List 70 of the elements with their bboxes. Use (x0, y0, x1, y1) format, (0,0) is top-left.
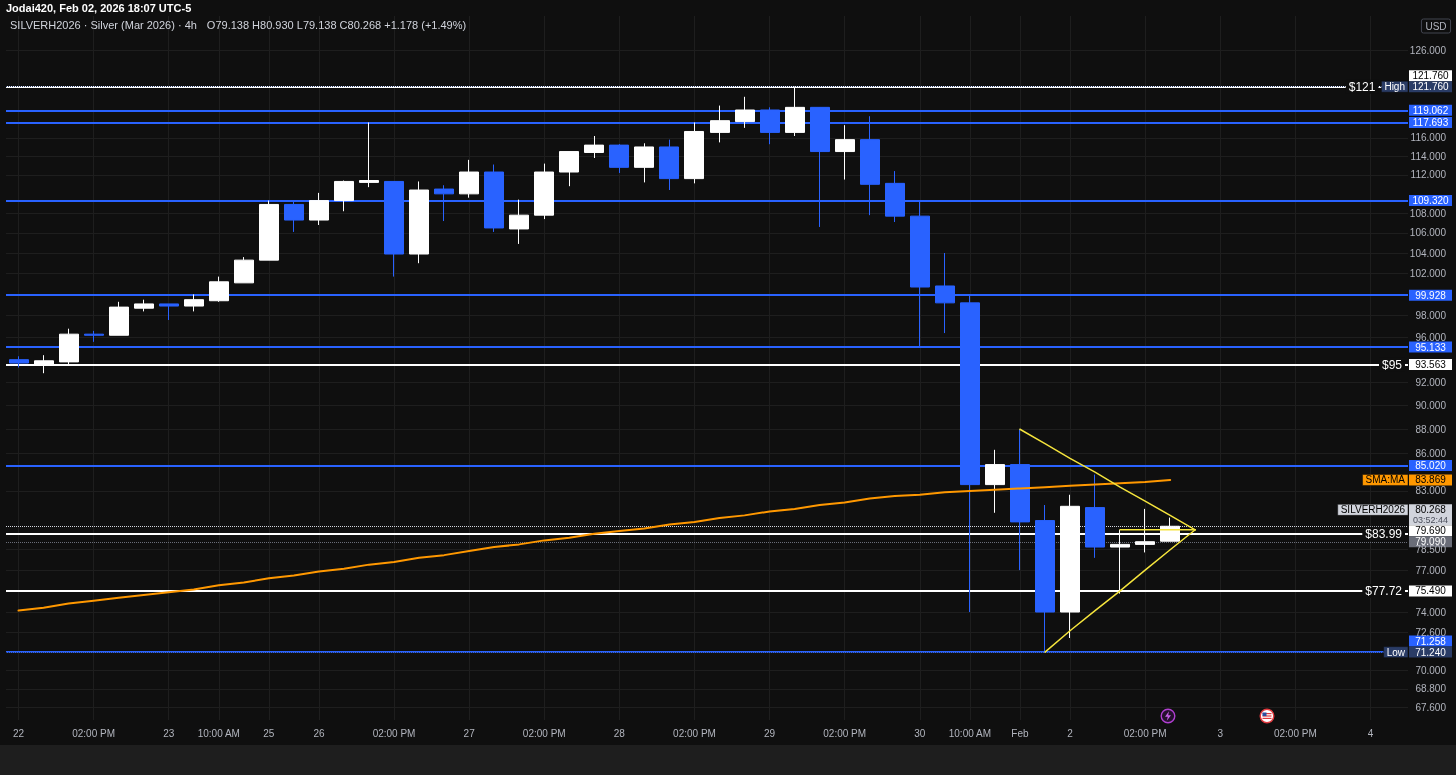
annotation: $95 (1381, 357, 1403, 372)
x-tick-label: 23 (163, 727, 175, 739)
annotation: O79.138 H80.930 L79.138 C80.268 +1.178 (+1.49%) (206, 19, 467, 31)
ref-line-label: 80.268 (1415, 504, 1447, 516)
text: 83.869 (1415, 474, 1447, 486)
x-tick-label: 10:00 AM (948, 727, 992, 739)
x-tick-label: 02:00 PM (72, 727, 116, 739)
y-tick-label: 98.000 (1415, 310, 1447, 322)
y-tick-label: 72.600 (1415, 626, 1447, 638)
chart-title: SILVERH2026 · Silver (Mar 2026) · 4h (10, 18, 197, 31)
ref-line-label: 119.062 (1412, 104, 1449, 116)
y-tick-label: 126.000 (1409, 45, 1447, 57)
x-tick-label: 3 (1217, 727, 1224, 739)
x-tick-label: 02:00 PM (522, 727, 566, 739)
x-tick-label: 02:00 PM (1123, 727, 1167, 739)
ref-line-label: 109.320 (1412, 194, 1450, 206)
x-tick-label: 28 (613, 727, 626, 739)
x-tick-label: 30 (914, 727, 926, 739)
annotation: $77.72 (1365, 583, 1403, 598)
y-tick-label: 67.600 (1415, 701, 1447, 713)
y-tick-label: 68.800 (1415, 683, 1447, 695)
x-tick-label: 02:00 PM (372, 727, 416, 739)
ref-line-label: 71.258 (1415, 635, 1447, 647)
x-tick-label: 02:00 PM (1273, 727, 1317, 739)
y-tick-label: 70.000 (1415, 665, 1447, 677)
ref-line-label: 79.690 (1415, 525, 1447, 537)
x-tick-label: Feb (1011, 727, 1029, 739)
annotation: $83.99 (1365, 526, 1403, 541)
text: SMA:MA (1365, 474, 1406, 486)
x-tick-label: 26 (313, 727, 325, 739)
ref-line-label: 99.928 (1415, 289, 1447, 301)
y-tick-label: 90.000 (1415, 400, 1447, 412)
ref-line-label: 95.133 (1415, 341, 1447, 353)
annotation: Low (1386, 646, 1406, 658)
ref-line-label: 121.760 (1412, 81, 1450, 93)
ref-line-label: 75.490 (1415, 585, 1447, 597)
ref-line-label: 93.563 (1415, 359, 1447, 371)
annotation: SILVERH2026 (1340, 504, 1406, 516)
ref-line-label: 71.240 (1415, 646, 1447, 658)
y-tick-label: 108.000 (1409, 207, 1447, 219)
x-tick-label: 10:00 AM (197, 727, 240, 739)
y-tick-label: 74.000 (1415, 606, 1447, 618)
annotation: High (1384, 81, 1406, 93)
y-tick-label: 92.000 (1415, 376, 1447, 388)
x-tick-label: 25 (263, 727, 275, 739)
x-tick-label: 29 (764, 727, 776, 739)
annotation: $121 (1348, 79, 1376, 94)
y-tick-label: 86.000 (1415, 447, 1447, 459)
y-tick-label: 114.000 (1410, 150, 1447, 162)
y-tick-label: 96.000 (1415, 331, 1447, 343)
y-tick-label: 106.000 (1409, 227, 1447, 239)
y-tick-label: 112.000 (1410, 169, 1447, 181)
x-tick-label: 27 (463, 727, 476, 739)
x-tick-label: 22 (12, 727, 25, 739)
ref-line-label: 121.760 (1412, 70, 1450, 82)
y-tick-label: 116.000 (1410, 132, 1447, 144)
x-tick-label: 4 (1367, 727, 1374, 739)
text: 03:52:44 (1412, 515, 1449, 526)
y-tick-label: 104.000 (1409, 247, 1447, 259)
ref-line-label: 117.693 (1412, 117, 1449, 129)
x-tick-label: 02:00 PM (823, 727, 867, 739)
y-axis-title: USD (1425, 20, 1447, 32)
x-tick-label: 2 (1067, 727, 1074, 739)
y-tick-label: 83.000 (1415, 485, 1447, 497)
x-tick-label: 02:00 PM (673, 727, 716, 739)
y-tick-label: 77.000 (1415, 564, 1447, 576)
chart-subtitle: Jodai420, Feb 02, 2026 18:07 UTC-5 (6, 1, 192, 14)
y-tick-label: 88.000 (1415, 423, 1447, 435)
ref-line-label: 85.020 (1415, 460, 1447, 472)
y-tick-label: 102.000 (1409, 268, 1447, 279)
